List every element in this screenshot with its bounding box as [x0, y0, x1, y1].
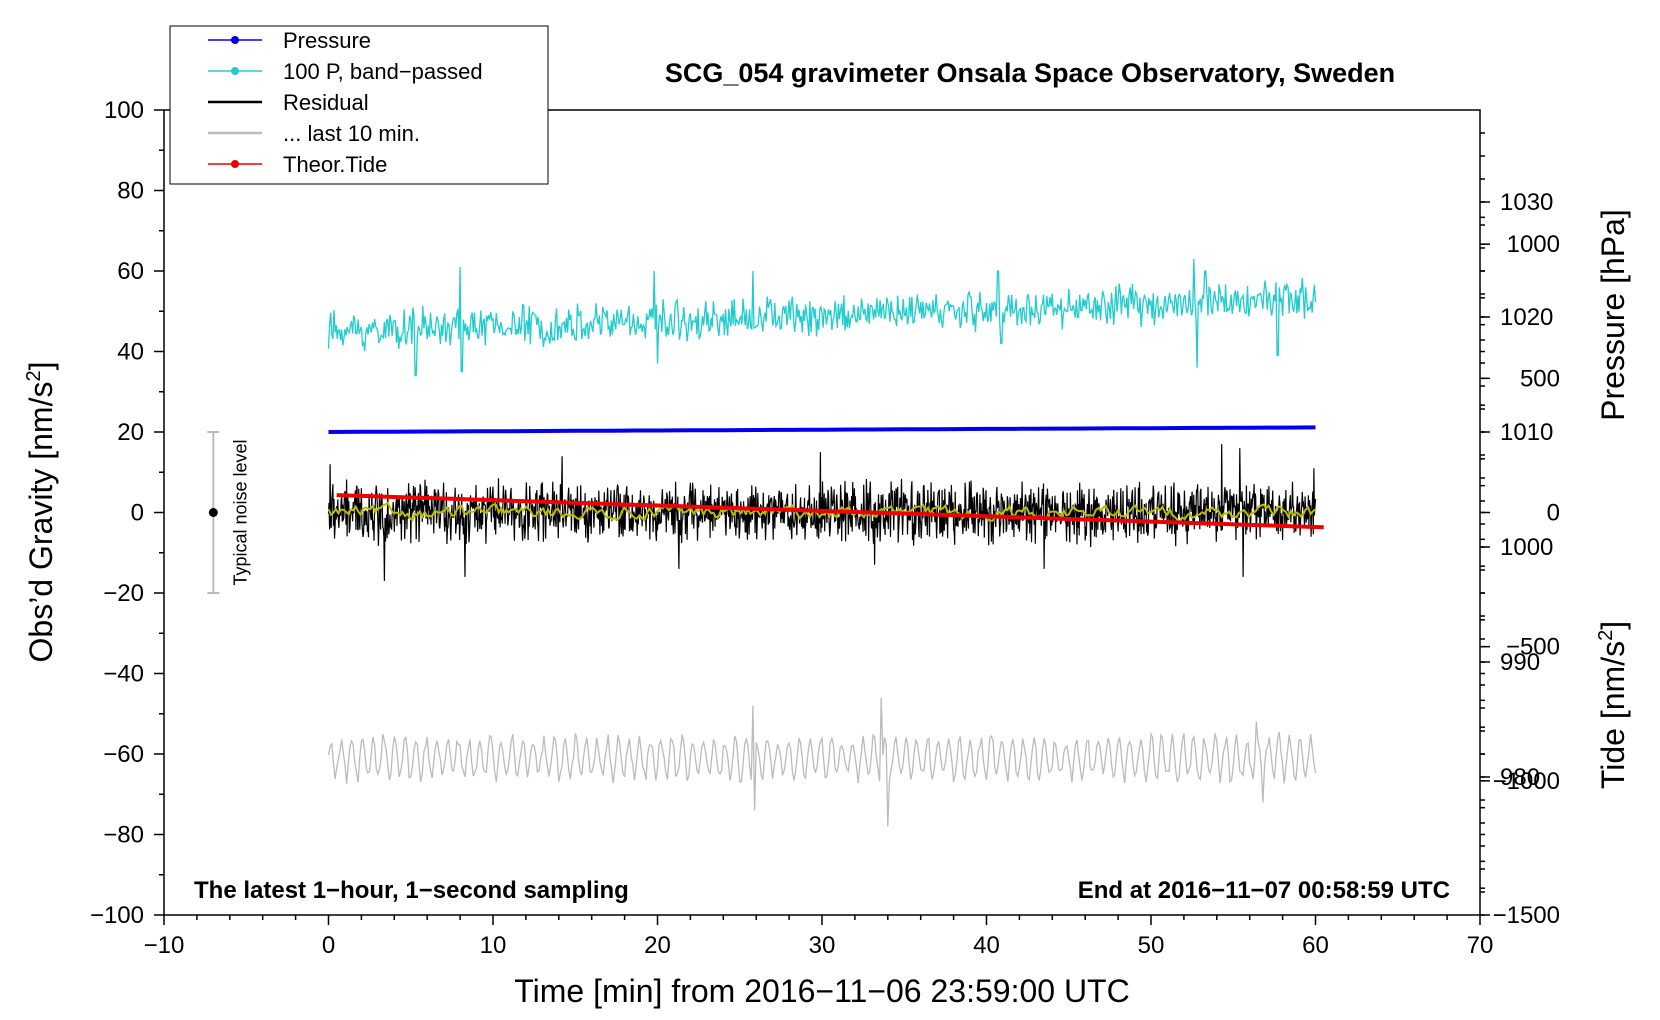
- legend-swatch-marker: [231, 160, 239, 168]
- pressure-tick-label: 1000: [1500, 534, 1553, 561]
- x-tick-label: 10: [480, 932, 507, 959]
- legend-box: [169, 25, 549, 185]
- series-last-10-min: [327, 697, 1317, 827]
- legend-item: Residual: [208, 90, 369, 115]
- legend: Pressure 100 P, band−passed Residual ... la…: [169, 25, 549, 185]
- y-tick-label: 100: [104, 97, 144, 124]
- series-theor-tide: [336, 493, 1324, 530]
- x-tick-label: −10: [144, 932, 185, 959]
- legend-item: Pressure: [208, 28, 371, 53]
- x-tick-label: 0: [322, 932, 335, 959]
- y-axis-tide: −1500 −1000 −500 0 500 1000: [1480, 216, 1560, 929]
- pressure-tick-label: 980: [1500, 764, 1540, 791]
- y-axis-gravity-title-main: Obs’d Gravity [nm/s: [23, 382, 59, 663]
- series-layer: [327, 258, 1324, 827]
- x-tick-label: 50: [1138, 932, 1165, 959]
- y-axis-pressure: 980 990 1000 1010 1020 1030: [1480, 132, 1553, 893]
- tide-tick-label: 0: [1547, 500, 1560, 527]
- y-axis-gravity: −100 −80 −60 −40 −20 0 20 40 60 80 100: [90, 97, 164, 929]
- y-tick-label: −80: [103, 822, 144, 849]
- x-tick-label: 30: [809, 932, 836, 959]
- noise-bar-center-dot: [208, 508, 218, 517]
- y-tick-label: 20: [117, 419, 144, 446]
- y-axis-gravity-title-sup: 2: [23, 370, 45, 381]
- tide-tick-label: −500: [1506, 634, 1560, 661]
- y-axis-tide-title: Tide [nm/s2]: [1595, 621, 1631, 789]
- x-tick-label: 60: [1302, 932, 1329, 959]
- series-100-p-band-passed: [327, 258, 1317, 377]
- pressure-tick-label: 1020: [1500, 304, 1553, 331]
- legend-label: Residual: [283, 90, 369, 115]
- y-axis-tide-title-main: Tide [nm/s: [1595, 641, 1631, 789]
- legend-swatch-marker: [231, 36, 239, 44]
- x-axis-title: Time [min] from 2016−11−06 23:59:00 UTC: [514, 973, 1129, 1009]
- y-tick-label: 80: [117, 178, 144, 205]
- legend-label: Theor.Tide: [283, 152, 387, 177]
- series-residual: [327, 444, 1317, 581]
- noise-bar-label: Typical noise level: [230, 439, 250, 585]
- legend-label: 100 P, band−passed: [283, 59, 483, 84]
- x-tick-label: 70: [1467, 932, 1494, 959]
- tide-tick-label: −1000: [1493, 768, 1560, 795]
- pressure-tick-label: 990: [1500, 649, 1540, 676]
- tide-tick-label: 1000: [1507, 231, 1560, 258]
- tide-tick-label: 500: [1520, 365, 1560, 392]
- pressure-tick-label: 1030: [1500, 189, 1553, 216]
- legend-item: 100 P, band−passed: [208, 59, 483, 84]
- pressure-tick-label: 1010: [1500, 419, 1553, 446]
- chart-title: SCG_054 gravimeter Onsala Space Observat…: [665, 58, 1395, 88]
- series-residual-smoothed: [327, 501, 1317, 523]
- y-axis-gravity-title: Obs’d Gravity [nm/s2]: [23, 362, 59, 663]
- y-axis-pressure-title: Pressure [hPa]: [1595, 209, 1631, 421]
- noise-level-indicator: Typical noise level: [207, 431, 250, 594]
- y-tick-label: −60: [103, 741, 144, 768]
- y-tick-label: 60: [117, 258, 144, 285]
- annotation-end-time: End at 2016−11−07 00:58:59 UTC: [1078, 877, 1450, 904]
- y-axis-gravity-title-end: ]: [23, 362, 59, 371]
- tide-tick-label: −1500: [1493, 902, 1560, 929]
- y-tick-label: 40: [117, 339, 144, 366]
- legend-label: ... last 10 min.: [283, 121, 420, 146]
- legend-swatch-marker: [231, 67, 239, 75]
- annotation-sampling: The latest 1−hour, 1−second sampling: [194, 877, 629, 904]
- x-tick-label: 40: [973, 932, 1000, 959]
- y-tick-label: −100: [90, 902, 144, 929]
- legend-label: Pressure: [283, 28, 371, 53]
- y-tick-label: −40: [103, 661, 144, 688]
- y-tick-label: 0: [131, 500, 144, 527]
- y-tick-label: −20: [103, 580, 144, 607]
- legend-item: ... last 10 min.: [208, 121, 420, 146]
- y-axis-tide-title-end: ]: [1595, 621, 1631, 630]
- x-axis: −10 0 10 20 30 40 50 60 70: [144, 915, 1494, 959]
- series-pressure: [328, 425, 1316, 434]
- y-axis-tide-title-sup: 2: [1595, 630, 1617, 641]
- x-tick-label: 20: [644, 932, 671, 959]
- legend-item: Theor.Tide: [208, 152, 387, 177]
